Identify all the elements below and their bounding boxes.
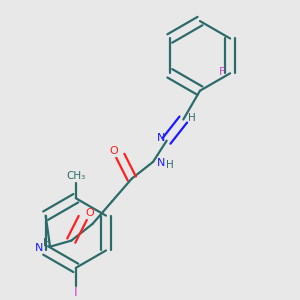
Text: I: I	[74, 286, 78, 298]
Text: N: N	[156, 158, 165, 168]
Text: O: O	[109, 146, 118, 156]
Text: N: N	[157, 133, 165, 143]
Text: H: H	[43, 238, 51, 248]
Text: H: H	[188, 113, 196, 123]
Text: CH₃: CH₃	[66, 170, 85, 181]
Text: O: O	[85, 208, 94, 218]
Text: N: N	[35, 243, 43, 253]
Text: F: F	[218, 68, 225, 77]
Text: H: H	[167, 160, 174, 170]
